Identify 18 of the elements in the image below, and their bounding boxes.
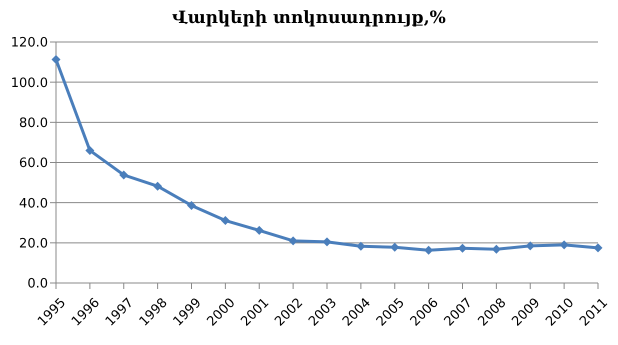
point [119,170,128,180]
y-tick-label: 80.0 [19,116,48,131]
y-tick-label: 120.0 [10,36,48,51]
chart-title: Վարկերի տոկոսադրույք,% [171,8,447,30]
point [187,200,196,210]
point [153,182,162,191]
y-tick-label: 60.0 [19,156,48,172]
point [254,226,264,235]
point [85,146,94,155]
y-tick-label: 20.0 [19,236,48,252]
point [458,244,467,253]
point [594,243,602,252]
point [52,54,60,64]
y-tick-label: 100.0 [10,76,48,91]
point [322,237,332,246]
point [220,216,230,226]
y-tick-label: 0.0 [27,276,48,292]
y-tick-label: 40.0 [19,196,48,212]
